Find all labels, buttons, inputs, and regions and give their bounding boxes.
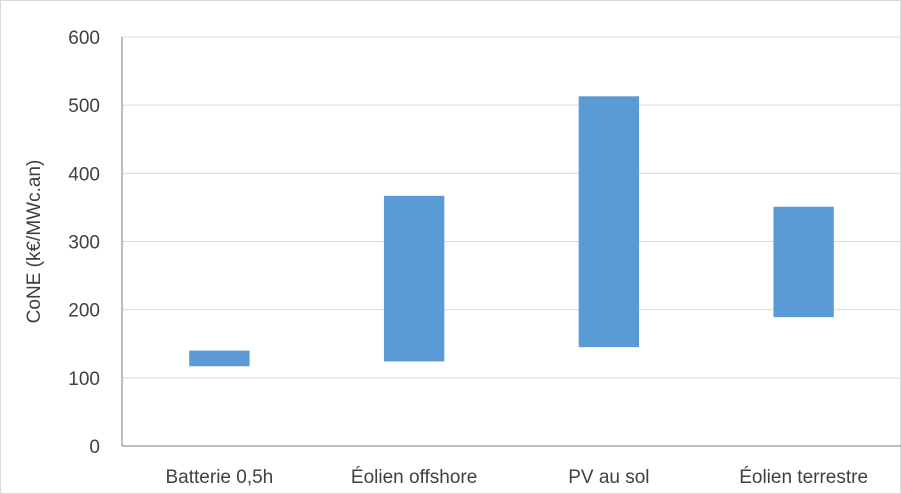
x-tick-labels: Batterie 0,5h Éolien offshore PV au sol Éol… xyxy=(166,467,869,488)
bar--olien-offshore xyxy=(383,195,445,362)
y-axis-title: CoNE (k€/MWc.an) xyxy=(24,160,45,324)
y-tick-label: 600 xyxy=(68,28,100,49)
y-tick-label: 0 xyxy=(89,437,100,458)
y-tick-label: 400 xyxy=(68,164,100,185)
x-tick-label: PV au sol xyxy=(568,467,649,488)
x-tick-label: Éolien terrestre xyxy=(739,467,868,488)
bar-batterie-0-5h xyxy=(189,350,250,367)
y-tick-label: 100 xyxy=(68,369,100,390)
x-tick-label: Batterie 0,5h xyxy=(166,467,274,488)
y-tick-label: 200 xyxy=(68,301,100,322)
y-tick-labels: 0 100 200 300 400 500 600 xyxy=(68,28,100,458)
y-tick-label: 500 xyxy=(68,96,100,117)
gridlines xyxy=(122,36,901,379)
axes xyxy=(121,37,901,447)
bars xyxy=(189,96,834,367)
bar--olien-terrestre xyxy=(773,206,834,318)
y-tick-label: 300 xyxy=(68,233,100,254)
bar-pv-au-sol xyxy=(578,96,640,348)
x-tick-label: Éolien offshore xyxy=(351,467,477,488)
